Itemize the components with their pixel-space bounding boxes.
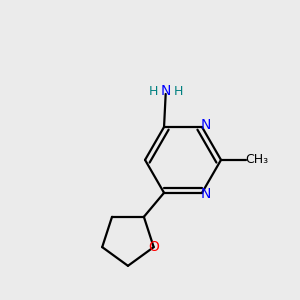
Text: H: H [149, 85, 158, 98]
Text: N: N [201, 188, 211, 201]
Text: N: N [161, 84, 171, 98]
Text: H: H [173, 85, 183, 98]
Text: N: N [201, 118, 211, 132]
Text: CH₃: CH₃ [245, 153, 268, 167]
Text: O: O [148, 240, 159, 254]
